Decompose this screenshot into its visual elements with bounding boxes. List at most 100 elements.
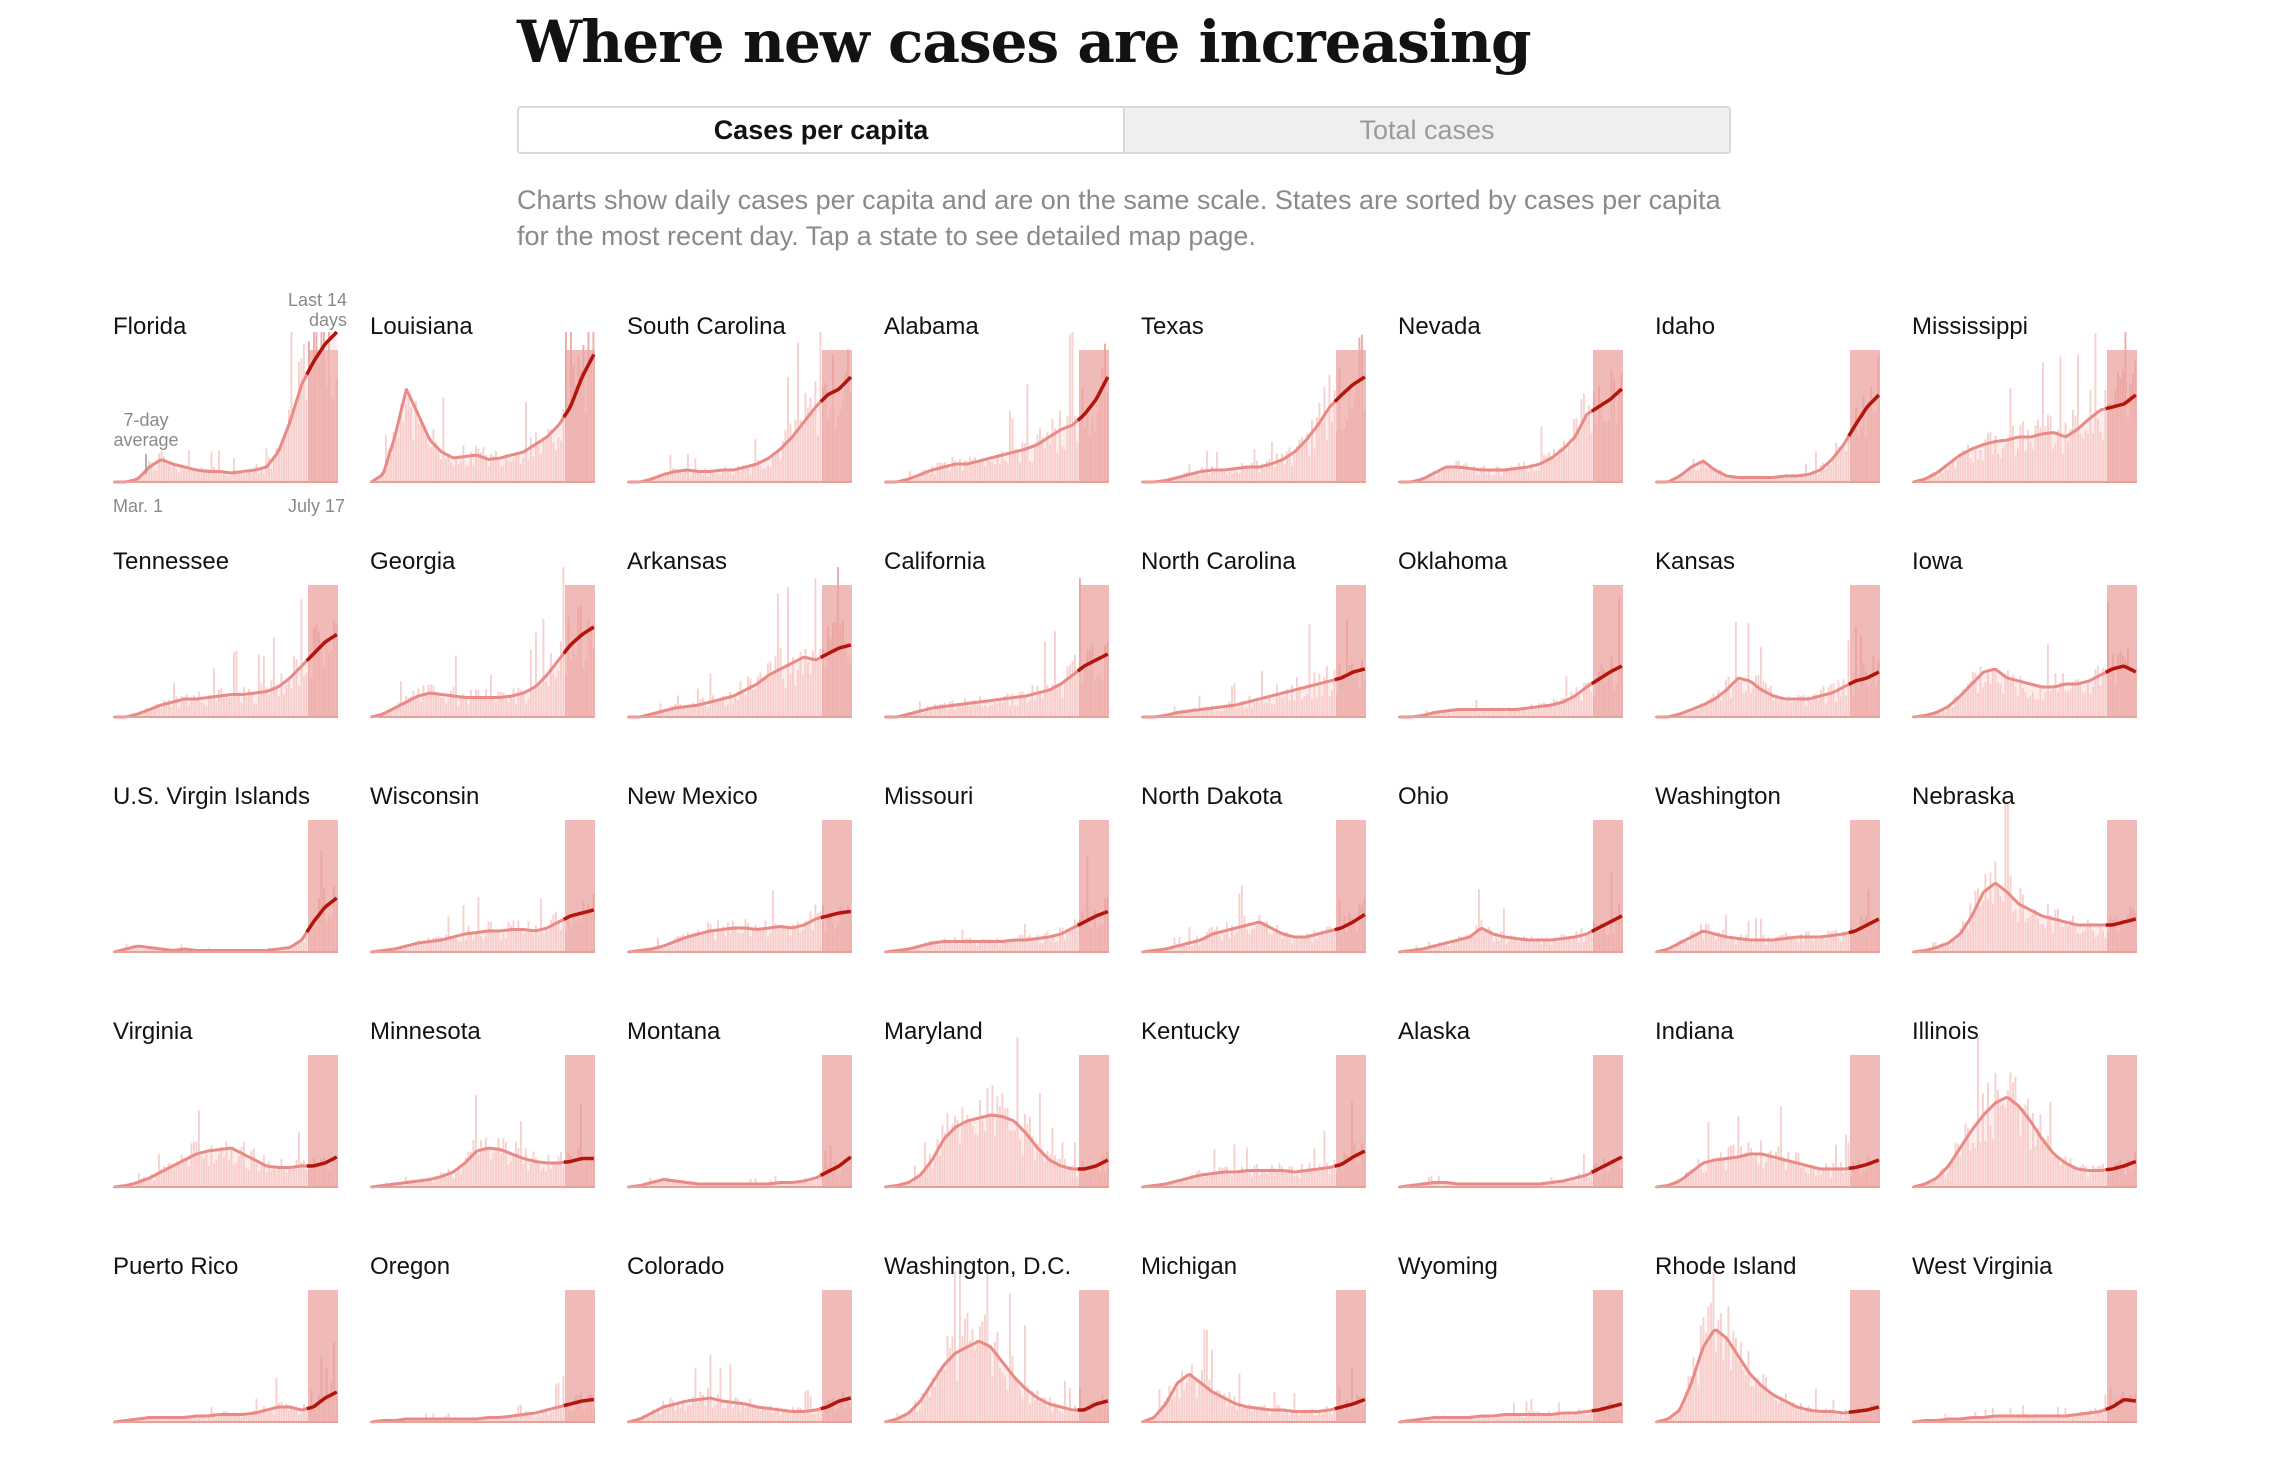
average-area [1913, 883, 2136, 952]
state-chart[interactable]: Minnesota [370, 995, 600, 1225]
state-chart[interactable]: Indiana [1655, 995, 1885, 1225]
state-name: Alabama [884, 313, 979, 341]
state-name: Alaska [1398, 1018, 1470, 1046]
state-chart[interactable]: Alaska [1398, 995, 1628, 1225]
state-name: Missouri [884, 783, 973, 811]
state-name: Georgia [370, 548, 455, 576]
state-name: Kansas [1655, 548, 1735, 576]
average-area [114, 898, 337, 952]
state-chart[interactable]: Mississippi [1912, 290, 2142, 520]
state-chart[interactable]: Iowa [1912, 525, 2142, 755]
tab-total-cases[interactable]: Total cases [1125, 108, 1729, 152]
state-chart[interactable]: Nevada [1398, 290, 1628, 520]
state-chart[interactable]: Puerto Rico [113, 1230, 343, 1460]
state-chart[interactable]: U.S. Virgin Islands [113, 760, 343, 990]
state-chart[interactable]: Illinois [1912, 995, 2142, 1225]
last-14-days-label: days [309, 310, 347, 330]
state-chart[interactable]: Virginia [113, 995, 343, 1225]
state-chart[interactable]: Oregon [370, 1230, 600, 1460]
average-area [1656, 919, 1879, 952]
average-area [371, 355, 594, 483]
state-chart[interactable]: West Virginia [1912, 1230, 2142, 1460]
state-name: Louisiana [370, 313, 473, 341]
average-area [1142, 669, 1365, 717]
state-chart[interactable]: Ohio [1398, 760, 1628, 990]
average-label: average [111, 430, 181, 450]
state-chart[interactable]: New Mexico [627, 760, 857, 990]
state-chart[interactable]: North Carolina [1141, 525, 1371, 755]
last-14-days-highlight [1593, 1290, 1623, 1422]
average-area [628, 645, 851, 717]
state-chart[interactable]: Colorado [627, 1230, 857, 1460]
last-14-days-highlight [1850, 1290, 1880, 1422]
state-chart[interactable]: Montana [627, 995, 857, 1225]
state-name: Wisconsin [370, 783, 479, 811]
state-name: Illinois [1912, 1018, 1979, 1046]
state-name: North Dakota [1141, 783, 1282, 811]
average-area [1142, 1375, 1365, 1423]
state-name: Michigan [1141, 1253, 1237, 1281]
state-name: Rhode Island [1655, 1253, 1796, 1281]
state-name: Montana [627, 1018, 720, 1046]
end-date-label: July 17 [288, 496, 345, 516]
last-14-days-label: Last 14 [288, 290, 347, 310]
state-name: Texas [1141, 313, 1204, 341]
state-chart[interactable]: Washington [1655, 760, 1885, 990]
state-name: Kentucky [1141, 1018, 1240, 1046]
state-name: Tennessee [113, 548, 229, 576]
state-name: Nebraska [1912, 783, 2015, 811]
state-chart[interactable]: Maryland [884, 995, 1114, 1225]
state-name: Indiana [1655, 1018, 1734, 1046]
state-name: Nevada [1398, 313, 1481, 341]
state-name: Wyoming [1398, 1253, 1498, 1281]
state-name: Washington, D.C. [884, 1253, 1071, 1281]
state-chart[interactable]: Rhode Island [1655, 1230, 1885, 1460]
state-chart[interactable]: California [884, 525, 1114, 755]
state-name: Oklahoma [1398, 548, 1507, 576]
state-name: New Mexico [627, 783, 758, 811]
average-area [1656, 1330, 1879, 1422]
state-chart[interactable]: Washington, D.C. [884, 1230, 1114, 1460]
state-chart[interactable]: Missouri [884, 760, 1114, 990]
state-chart[interactable]: South Carolina [627, 290, 857, 520]
average-area [885, 377, 1108, 482]
state-chart[interactable]: Louisiana [370, 290, 600, 520]
state-chart[interactable]: Kentucky [1141, 995, 1371, 1225]
page-title: Where new cases are increasing [517, 8, 1531, 76]
start-date-label: Mar. 1 [113, 496, 163, 516]
state-name: Maryland [884, 1018, 983, 1046]
state-name: Ohio [1398, 783, 1449, 811]
state-name: West Virginia [1912, 1253, 2053, 1281]
state-chart[interactable]: North Dakota [1141, 760, 1371, 990]
state-name: Oregon [370, 1253, 450, 1281]
state-chart[interactable]: Tennessee [113, 525, 343, 755]
state-name: Mississippi [1912, 313, 2028, 341]
tab-cases-per-capita[interactable]: Cases per capita [519, 108, 1125, 152]
state-chart[interactable]: Texas [1141, 290, 1371, 520]
state-name: Iowa [1912, 548, 1963, 576]
view-toggle[interactable]: Cases per capita Total cases [517, 106, 1731, 154]
average-area [114, 1148, 337, 1187]
state-name: California [884, 548, 985, 576]
state-chart[interactable]: Arkansas [627, 525, 857, 755]
chart-description: Charts show daily cases per capita and a… [517, 182, 1747, 254]
state-name: South Carolina [627, 313, 786, 341]
state-chart[interactable]: Nebraska [1912, 760, 2142, 990]
state-name: Colorado [627, 1253, 724, 1281]
state-chart[interactable]: Kansas [1655, 525, 1885, 755]
state-chart[interactable]: Oklahoma [1398, 525, 1628, 755]
state-chart[interactable]: Georgia [370, 525, 600, 755]
average-area [628, 377, 851, 482]
state-name: Florida [113, 313, 186, 341]
state-chart[interactable]: Alabama [884, 290, 1114, 520]
state-chart[interactable]: Wisconsin [370, 760, 600, 990]
state-chart[interactable]: Michigan [1141, 1230, 1371, 1460]
state-name: Virginia [113, 1018, 193, 1046]
state-name: Washington [1655, 783, 1781, 811]
state-chart[interactable]: Idaho [1655, 290, 1885, 520]
state-name: North Carolina [1141, 548, 1296, 576]
average-label: 7-day [119, 410, 173, 430]
state-chart[interactable]: Wyoming [1398, 1230, 1628, 1460]
